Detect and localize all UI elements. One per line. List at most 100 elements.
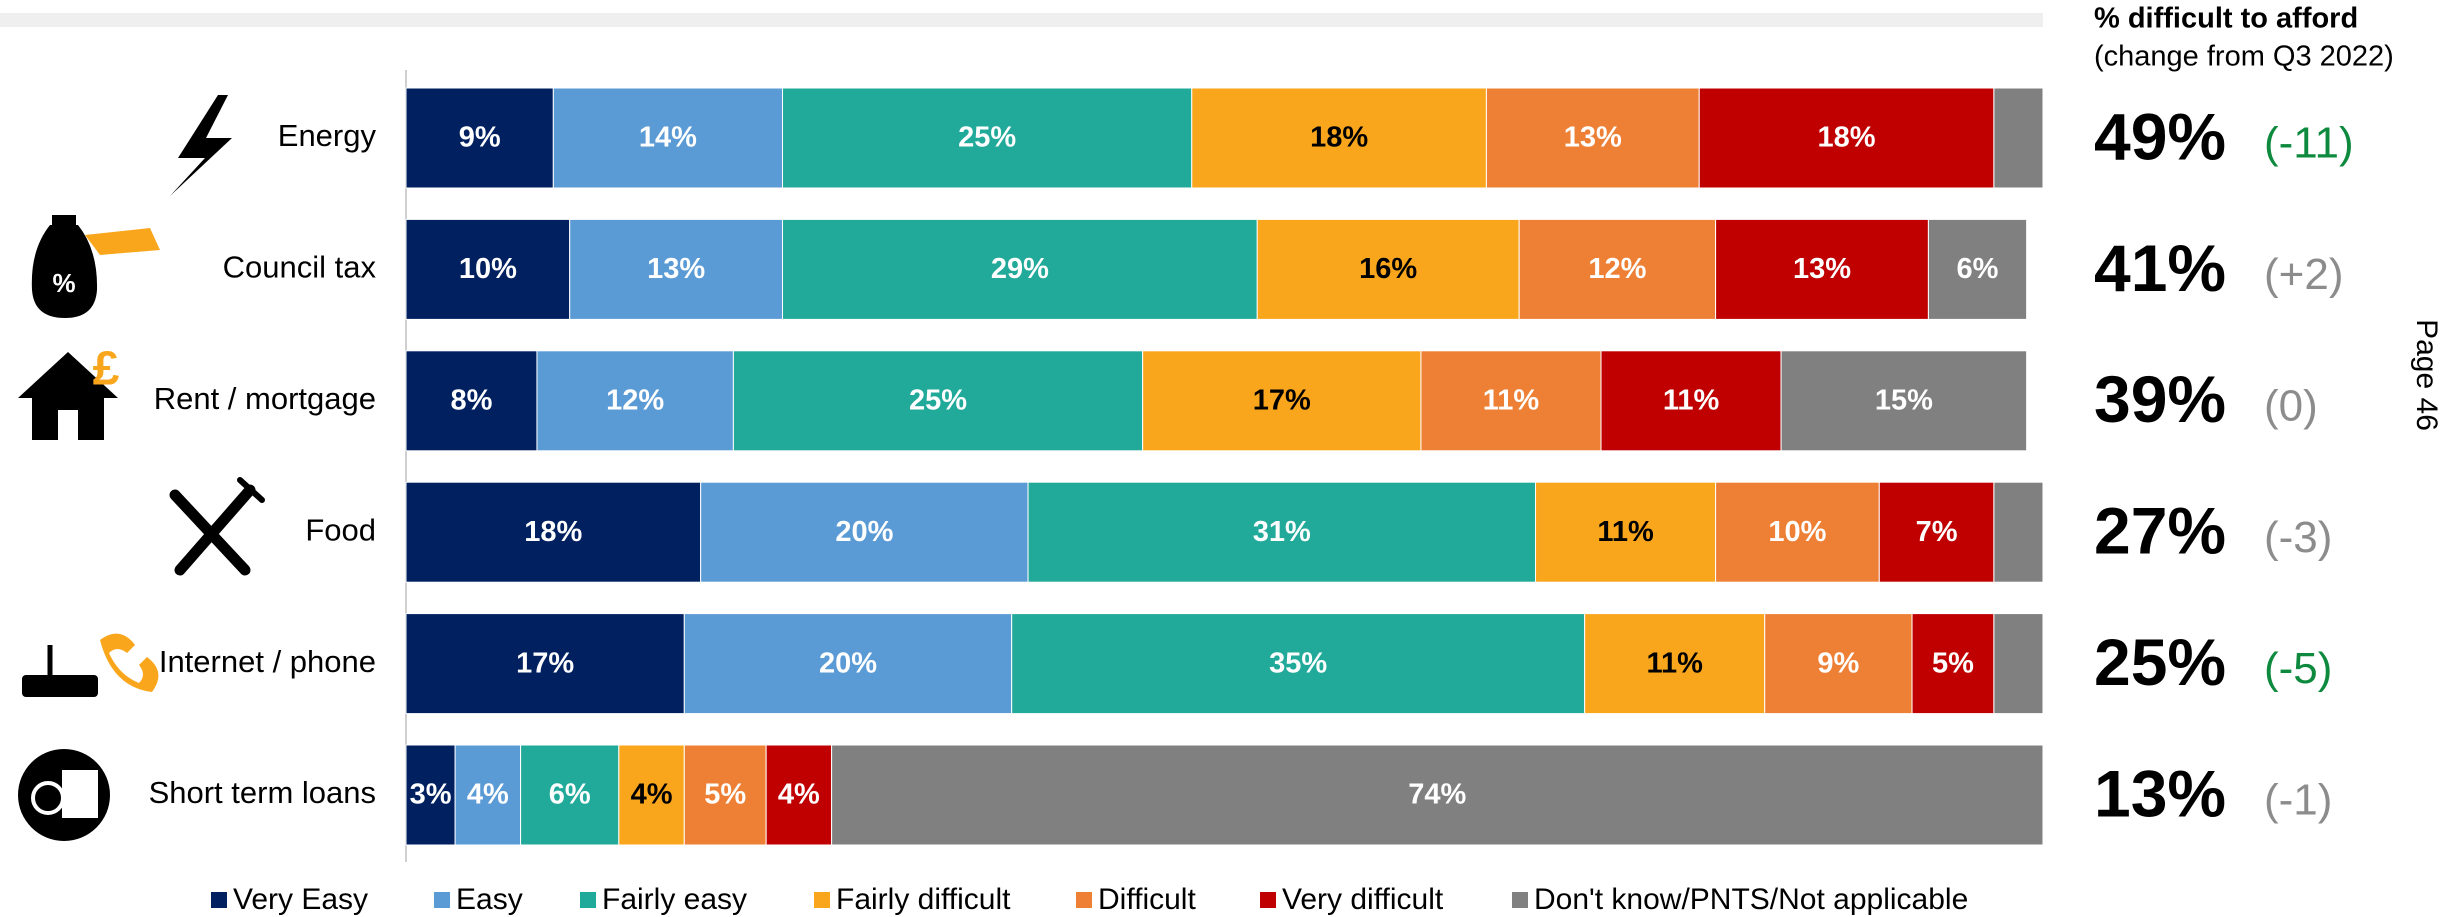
bar-segment [569, 218, 784, 320]
svg-text:%: % [52, 268, 75, 298]
bar-segment [552, 87, 784, 189]
legend-label: Very difficult [1282, 883, 1444, 916]
data-label: 17% [516, 647, 574, 679]
bar-segment [782, 218, 1258, 320]
bar-segment [1142, 350, 1422, 452]
legend-label: Fairly difficult [836, 883, 1011, 916]
legend-swatch [211, 892, 227, 908]
data-label: 31% [1253, 516, 1311, 548]
legend-label: Very Easy [233, 883, 368, 916]
data-label: 7% [1916, 516, 1958, 548]
top-strip [0, 13, 2043, 27]
data-label: 25% [958, 122, 1016, 154]
legend-label: Fairly easy [602, 883, 747, 916]
data-label: 11% [1663, 384, 1720, 416]
svg-text:£: £ [93, 343, 120, 396]
legend-label: Easy [456, 883, 523, 916]
icon-food [169, 477, 265, 576]
bar-segment [765, 744, 833, 846]
bar-segment [782, 87, 1193, 189]
data-label: 12% [606, 384, 664, 416]
summary-value: 13% [2094, 756, 2226, 830]
summary-change: (0) [2264, 381, 2318, 430]
bar-segment [1191, 87, 1487, 189]
legend-swatch [434, 892, 450, 908]
bar-segment [1780, 350, 2028, 452]
data-label: 18% [1310, 122, 1368, 154]
bar-segment [732, 350, 1144, 452]
bar-segment [1927, 218, 2028, 320]
bar-segment [1764, 613, 1913, 715]
legend-label: Difficult [1098, 883, 1196, 916]
data-label: 18% [1818, 122, 1876, 154]
bar-segment [1993, 481, 2044, 583]
data-label: 5% [1932, 647, 1974, 679]
bar-segment [1993, 87, 2044, 189]
bar-segment [1993, 613, 2044, 715]
bar-segment [405, 481, 702, 583]
summary-change: (+2) [2264, 250, 2343, 299]
legend-swatch [580, 892, 596, 908]
summary-value: 39% [2094, 362, 2226, 436]
legend-label: Don't know/PNTS/Not applicable [1534, 883, 1968, 916]
bar-segment [405, 613, 685, 715]
category-label: Rent / mortgage [154, 381, 376, 416]
bar-segment [683, 744, 767, 846]
legend-swatch [814, 892, 830, 908]
bar-segment [1518, 218, 1717, 320]
data-label: 8% [451, 384, 493, 416]
bar-segment [831, 744, 2044, 846]
bar-segment [1420, 350, 1602, 452]
bar-segment [1027, 481, 1537, 583]
summary-value: 49% [2094, 99, 2226, 173]
category-label: Energy [278, 118, 377, 153]
summary-change: (-11) [2264, 119, 2354, 168]
data-label: 9% [1817, 647, 1859, 679]
bar-segment [1600, 350, 1782, 452]
data-label: 13% [647, 253, 705, 285]
data-label: 11% [1483, 384, 1540, 416]
bar-segment [1584, 613, 1766, 715]
bar-segment [1011, 613, 1586, 715]
data-label: 29% [991, 253, 1049, 285]
data-label: 20% [835, 516, 893, 548]
bar-segment [405, 218, 571, 320]
data-label: 17% [1253, 384, 1311, 416]
bar-segment [1535, 481, 1717, 583]
bar-segment [405, 350, 538, 452]
category-label: Internet / phone [159, 644, 376, 679]
category-label: Food [305, 512, 376, 547]
legend-swatch [1076, 892, 1092, 908]
data-label: 6% [1957, 253, 1999, 285]
data-label: 11% [1646, 647, 1703, 679]
icon-energy [170, 95, 232, 196]
icon-rent: £ [18, 343, 120, 440]
data-label: 9% [459, 122, 501, 154]
data-label: 13% [1793, 253, 1851, 285]
bar-segment [1878, 481, 1995, 583]
data-label: 25% [909, 384, 967, 416]
summary-subtitle: (change from Q3 2022) [2094, 41, 2394, 73]
data-label: 13% [1564, 122, 1622, 154]
data-label: 12% [1588, 253, 1646, 285]
summary-change: (-3) [2264, 513, 2332, 562]
data-label: 3% [410, 779, 452, 811]
bar-segment [1485, 87, 1700, 189]
data-label: 14% [639, 122, 697, 154]
bar-segment [683, 613, 1013, 715]
data-label: 5% [704, 779, 746, 811]
data-label: 20% [819, 647, 877, 679]
summary-value: 27% [2094, 494, 2226, 568]
data-label: 4% [467, 779, 509, 811]
data-label: 4% [778, 779, 820, 811]
category-label: Short term loans [149, 775, 376, 810]
icon-loans [18, 749, 110, 841]
summary-value: 25% [2094, 625, 2226, 699]
data-label: 4% [631, 779, 673, 811]
data-label: 35% [1269, 647, 1327, 679]
data-label: 10% [1768, 516, 1826, 548]
summary-change: (-5) [2264, 644, 2332, 693]
icon-council-tax: % [31, 215, 160, 318]
summary-value: 41% [2094, 231, 2226, 305]
